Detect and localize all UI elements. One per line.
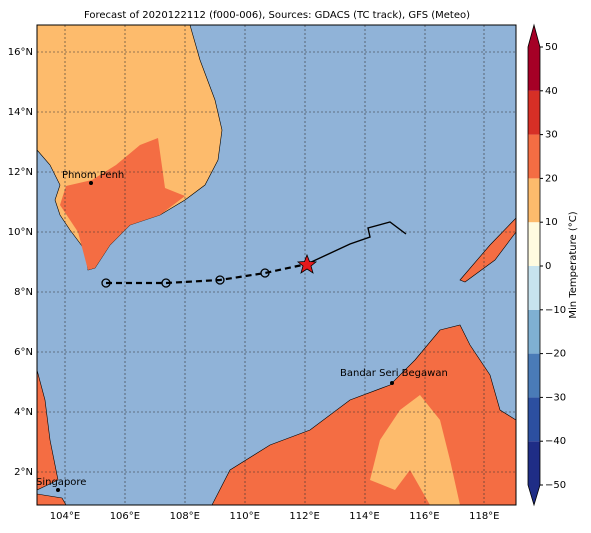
colorbar-segment bbox=[528, 353, 540, 398]
colorbar-tick-label: −30 bbox=[545, 392, 566, 403]
lon-label: 114°E bbox=[349, 511, 379, 522]
colorbar-segment bbox=[528, 47, 540, 91]
lon-label: 104°E bbox=[50, 511, 80, 522]
warm-region bbox=[60, 138, 185, 270]
colorbar-label: Min Temperature (°C) bbox=[568, 211, 579, 318]
lon-label: 116°E bbox=[409, 511, 439, 522]
lat-label: 12°N bbox=[8, 167, 33, 178]
colorbar-tick-label: −40 bbox=[545, 436, 566, 447]
city-label: Singapore bbox=[36, 477, 86, 488]
map-title: Forecast of 2020122112 (f000-006), Sourc… bbox=[84, 10, 470, 21]
map: Phnom Penh Bandar Seri Begawan Singapore bbox=[36, 24, 517, 506]
colorbar-segment bbox=[528, 222, 540, 266]
lat-labels: 2°N 4°N 6°N 8°N 10°N 12°N 14°N 16°N bbox=[8, 47, 33, 478]
colorbar-tick-label: −20 bbox=[545, 349, 566, 360]
lat-label: 2°N bbox=[14, 467, 33, 478]
colorbar-tick-label: 50 bbox=[545, 42, 558, 53]
lat-label: 8°N bbox=[14, 287, 33, 298]
city-label: Bandar Seri Begawan bbox=[340, 368, 448, 379]
colorbar-segment bbox=[528, 178, 540, 223]
colorbar-segment bbox=[528, 397, 540, 442]
storm-track bbox=[101, 221, 407, 288]
colorbar-segment bbox=[528, 90, 540, 135]
colorbar-segment bbox=[528, 134, 540, 179]
colorbar-tick-label: 0 bbox=[545, 261, 551, 272]
lon-label: 106°E bbox=[110, 511, 140, 522]
colorbar-segment bbox=[528, 266, 540, 310]
colorbar-tick-label: 40 bbox=[545, 86, 558, 97]
lon-label: 118°E bbox=[469, 511, 499, 522]
graticule bbox=[37, 25, 516, 505]
colorbar-segment bbox=[528, 441, 540, 485]
colorbar-tick-label: −10 bbox=[545, 305, 566, 316]
lat-label: 16°N bbox=[8, 47, 33, 58]
lon-labels: 104°E 106°E 108°E 110°E 112°E 114°E 116°E 118°E bbox=[50, 511, 500, 522]
lon-label: 108°E bbox=[170, 511, 200, 522]
lon-label: 112°E bbox=[289, 511, 319, 522]
colorbar-tick-label: 10 bbox=[545, 217, 558, 228]
lat-label: 4°N bbox=[14, 407, 33, 418]
lat-label: 6°N bbox=[14, 347, 33, 358]
colorbar-extend bbox=[528, 485, 540, 505]
lon-label: 110°E bbox=[229, 511, 259, 522]
colorbar-extend bbox=[528, 25, 540, 47]
colorbar-tick-label: 30 bbox=[545, 130, 558, 141]
lat-label: 10°N bbox=[8, 227, 33, 238]
colorbar-tick-label: 20 bbox=[545, 173, 558, 184]
city-label: Phnom Penh bbox=[62, 170, 124, 181]
colorbar: −50 −40 −30 −20 −10 0 10 20 30 40 50 bbox=[527, 23, 566, 507]
colorbar-tick-label: −50 bbox=[545, 480, 566, 491]
colorbar-segment bbox=[528, 309, 540, 354]
lat-label: 14°N bbox=[8, 107, 33, 118]
cool-region bbox=[370, 395, 460, 505]
